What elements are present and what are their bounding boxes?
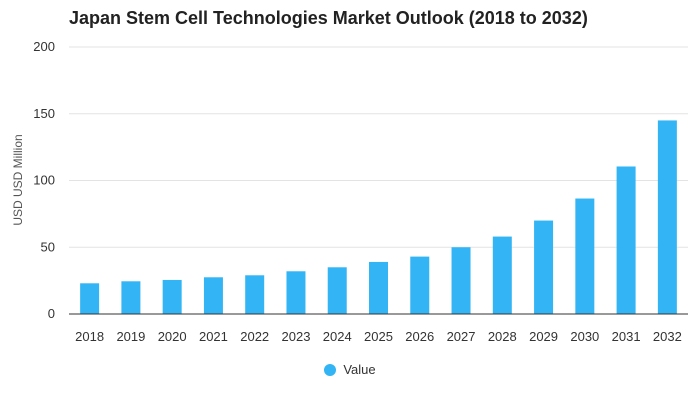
x-tick-label: 2027 [447,329,476,344]
bar-2029[interactable] [534,220,554,314]
bar-2028[interactable] [492,236,512,314]
x-tick-label: 2024 [323,329,352,344]
legend-label: Value [343,362,376,377]
axes: 0 50 100 150 200 2018 2019 2020 2021 2022 2023 2024… [33,39,688,344]
bar-2021[interactable] [203,277,223,314]
x-tick-label: 2019 [116,329,145,344]
x-tick-label: 2025 [364,329,393,344]
x-tick-label: 2029 [529,329,558,344]
x-tick-label: 2023 [282,329,311,344]
bar-2023[interactable] [286,271,306,314]
y-tick-label: 100 [33,173,55,188]
gridlines [69,46,688,248]
x-tick-label: 2020 [158,329,187,344]
x-tick-label: 2028 [488,329,517,344]
x-tick-label: 2022 [240,329,269,344]
x-tick-label: 2021 [199,329,228,344]
bar-2032[interactable] [657,120,677,314]
y-tick-label: 200 [33,39,55,54]
x-tick-label: 2032 [653,329,682,344]
legend: Value [0,362,700,379]
x-tick-label: 2026 [405,329,434,344]
bar-2030[interactable] [575,198,595,314]
bar-2025[interactable] [369,261,388,314]
bar-2019[interactable] [121,281,141,314]
legend-swatch [324,363,337,376]
x-tick-label: 2030 [570,329,599,344]
bars [80,120,677,314]
bar-2024[interactable] [327,267,347,314]
y-tick-label: 50 [41,239,55,254]
chart-title: Japan Stem Cell Technologies Market Outl… [69,8,588,28]
bar-2031[interactable] [616,166,636,314]
bar-2018[interactable] [80,283,100,314]
x-tick-label: 2018 [75,329,104,344]
x-tick-label: 2031 [612,329,641,344]
bar-2020[interactable] [162,279,182,314]
y-axis-title: USD USD Million [11,134,25,225]
bar-2027[interactable] [451,247,471,314]
y-tick-label: 150 [33,106,55,121]
y-tick-label: 0 [48,306,55,321]
legend-item-value[interactable]: Value [324,362,376,377]
bar-2022[interactable] [245,275,265,314]
bar-2026[interactable] [410,256,430,314]
